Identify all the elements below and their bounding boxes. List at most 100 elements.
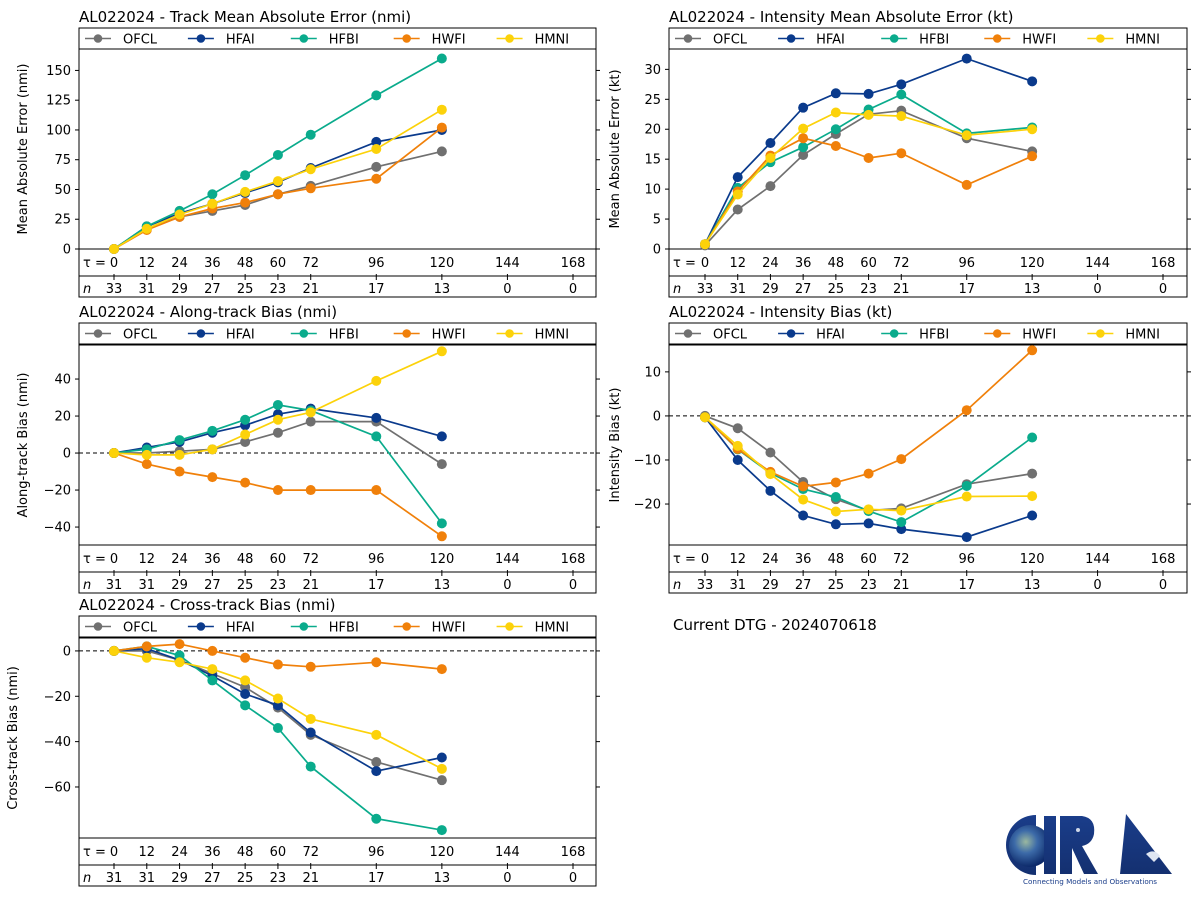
- n-count-label: 0: [1093, 578, 1101, 593]
- n-count-label: 21: [302, 282, 319, 297]
- tau-tick-label: 96: [368, 256, 385, 271]
- legend-item-ofcl[interactable]: OFCL: [85, 328, 158, 343]
- series-hmni: [109, 104, 447, 254]
- legend-item-hwfi[interactable]: HWFI: [984, 33, 1056, 48]
- legend-item-hfbi[interactable]: HFBI: [290, 33, 359, 48]
- tau-tick-label: 36: [204, 256, 221, 271]
- data-point: [305, 485, 316, 496]
- data-point: [371, 412, 382, 423]
- tau-tick-label: 60: [270, 552, 287, 567]
- n-count-label: 0: [1159, 282, 1167, 297]
- legend-label: HMNI: [535, 621, 570, 636]
- legend-marker: [402, 329, 411, 338]
- n-count-label: 25: [237, 871, 254, 886]
- chart-intensity-bias: AL022024 - Intensity Bias (kt) OFCL HFAI HF…: [608, 303, 1191, 594]
- data-point: [436, 53, 447, 64]
- data-point: [240, 477, 251, 488]
- legend-item-hfai[interactable]: HFAI: [187, 328, 255, 343]
- data-point: [896, 517, 907, 528]
- data-point: [436, 122, 447, 133]
- legend-item-hfbi[interactable]: HFBI: [881, 328, 949, 343]
- legend-item-ofcl[interactable]: OFCL: [85, 33, 158, 48]
- n-count-label: 0: [1159, 578, 1167, 593]
- data-point: [896, 505, 907, 516]
- legend-item-hmni[interactable]: HMNI: [1087, 328, 1160, 343]
- legend-item-hfbi[interactable]: HFBI: [290, 621, 359, 636]
- legend-item-ofcl[interactable]: OFCL: [85, 621, 158, 636]
- n-count-label: 23: [270, 871, 287, 886]
- data-point: [1027, 151, 1038, 162]
- data-point: [141, 459, 152, 470]
- legend-item-hwfi[interactable]: HWFI: [393, 33, 466, 48]
- tau-tick-label: 144: [1085, 552, 1110, 567]
- y-tick-label: 100: [46, 123, 71, 138]
- data-point: [240, 197, 251, 208]
- data-point: [272, 723, 283, 734]
- n-count-label: 29: [171, 871, 188, 886]
- y-axis-label: Along-track Bias (nmi): [16, 373, 31, 518]
- legend-item-hmni[interactable]: HMNI: [1087, 33, 1160, 48]
- data-point: [863, 152, 874, 163]
- y-axis-label: Intensity Bias (kt): [608, 388, 623, 503]
- legend-item-hfbi[interactable]: HFBI: [290, 328, 359, 343]
- legend-item-hfbi[interactable]: HFBI: [881, 33, 949, 48]
- legend-item-hfai[interactable]: HFAI: [778, 328, 845, 343]
- legend-item-hmni[interactable]: HMNI: [496, 33, 570, 48]
- data-point: [240, 414, 251, 425]
- data-point: [765, 447, 776, 458]
- n-count-label: 25: [828, 578, 845, 593]
- n-count-label: 33: [697, 578, 714, 593]
- chart-intensity-mae: AL022024 - Intensity Mean Absolute Error…: [608, 8, 1191, 298]
- n-prefix: n: [83, 282, 91, 297]
- data-point: [798, 149, 809, 160]
- legend-item-hfai[interactable]: HFAI: [778, 33, 845, 48]
- data-point: [700, 412, 710, 423]
- data-point: [765, 138, 776, 149]
- legend-item-ofcl[interactable]: OFCL: [675, 33, 748, 48]
- legend-label: HFAI: [226, 328, 255, 343]
- legend-marker: [683, 34, 693, 43]
- legend-label: OFCL: [123, 328, 158, 343]
- legend-label: HWFI: [432, 328, 466, 343]
- data-point: [863, 518, 874, 529]
- legend-marker: [196, 329, 206, 338]
- data-point: [305, 129, 316, 140]
- data-point: [141, 223, 152, 234]
- legend-item-hmni[interactable]: HMNI: [496, 621, 570, 636]
- data-point: [272, 427, 283, 438]
- series-hfbi: [109, 641, 447, 836]
- n-row: [668, 275, 1188, 298]
- n-count-label: 31: [729, 282, 746, 297]
- data-point: [371, 431, 382, 442]
- legend-item-hwfi[interactable]: HWFI: [393, 328, 466, 343]
- legend-item-hfai[interactable]: HFAI: [187, 621, 255, 636]
- legend-item-hwfi[interactable]: HWFI: [984, 328, 1056, 343]
- data-point: [1027, 468, 1038, 479]
- data-point: [896, 79, 907, 90]
- data-point: [765, 152, 776, 163]
- tau-tick-label: 60: [270, 256, 287, 271]
- data-point: [863, 468, 874, 479]
- data-point: [371, 729, 382, 740]
- n-count-label: 0: [1093, 282, 1101, 297]
- n-count-label: 31: [139, 282, 156, 297]
- data-point: [961, 532, 972, 543]
- data-point: [141, 449, 152, 460]
- data-point: [305, 661, 316, 672]
- data-point: [732, 204, 743, 215]
- chart-title: AL022024 - Cross-track Bias (nmi): [79, 596, 336, 614]
- data-point: [830, 477, 841, 488]
- series-hmni: [109, 346, 447, 460]
- data-point: [896, 89, 907, 100]
- legend-item-ofcl[interactable]: OFCL: [675, 328, 748, 343]
- tau-tick-label: 48: [237, 256, 254, 271]
- data-point: [272, 189, 283, 200]
- n-count-label: 17: [368, 578, 385, 593]
- legend-item-hwfi[interactable]: HWFI: [393, 621, 466, 636]
- legend-item-hfai[interactable]: HFAI: [187, 33, 255, 48]
- data-point: [830, 491, 841, 502]
- series-hmni: [700, 107, 1038, 250]
- tau-tick-label: 96: [368, 552, 385, 567]
- series-line: [704, 349, 1033, 488]
- legend-item-hmni[interactable]: HMNI: [496, 328, 570, 343]
